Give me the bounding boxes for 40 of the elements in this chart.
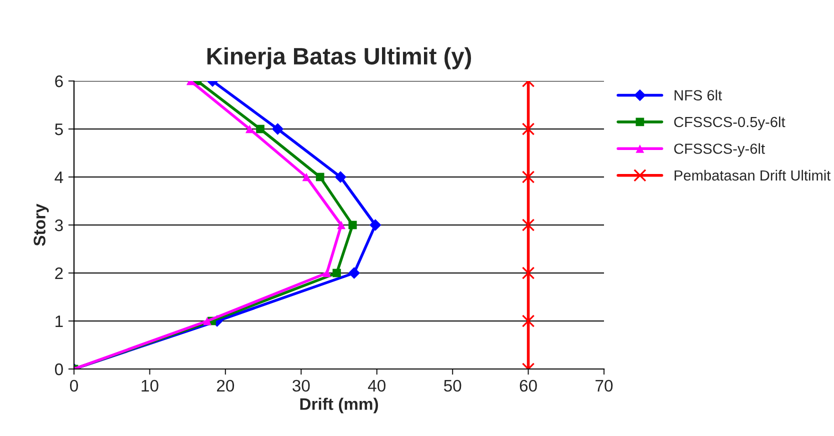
y-tick-label: 4 (54, 172, 64, 184)
x-tick-label: 60 (520, 380, 537, 392)
point (302, 172, 311, 182)
legend-label: NFS 6lt (674, 90, 722, 100)
legend-label: CFSSCS-y-6lt (674, 143, 765, 157)
point (256, 124, 264, 134)
y-tick-label: 6 (55, 75, 63, 88)
y-axis-title: Story (34, 204, 49, 246)
point (322, 268, 332, 278)
x-tick-label: 20 (217, 380, 234, 392)
x-tick-label: 0 (70, 380, 78, 392)
point (522, 218, 535, 232)
point (203, 316, 212, 326)
x-tick-label: 70 (596, 380, 613, 392)
point (316, 172, 324, 182)
x-tick-label: 10 (142, 380, 158, 392)
y-tick-label: 5 (54, 124, 63, 136)
y-tick-label: 2 (55, 267, 63, 280)
point (522, 170, 535, 184)
point (337, 220, 346, 230)
point (348, 220, 357, 230)
point (369, 219, 382, 231)
chart-title: Kinerja Batas Ultimit (y) (207, 47, 472, 70)
x-tick-label: 40 (368, 380, 386, 392)
point (522, 266, 535, 280)
point (348, 267, 360, 279)
y-tick-label: 1 (56, 316, 63, 328)
point (332, 268, 341, 278)
x-axis-title: Drift (mm) (300, 398, 378, 414)
point (245, 124, 254, 134)
point (334, 171, 346, 183)
point (522, 122, 535, 136)
x-tick-label: 30 (292, 380, 310, 392)
x-tick-label: 50 (444, 380, 462, 392)
y-tick-label: 0 (54, 363, 63, 376)
legend-label: Pembatasan Drift Ultimit (674, 170, 831, 181)
legend-label: CFSSCS-0.5y-6lt (674, 116, 786, 130)
y-tick-label: 3 (54, 219, 63, 232)
point (522, 314, 535, 328)
point (272, 123, 284, 135)
